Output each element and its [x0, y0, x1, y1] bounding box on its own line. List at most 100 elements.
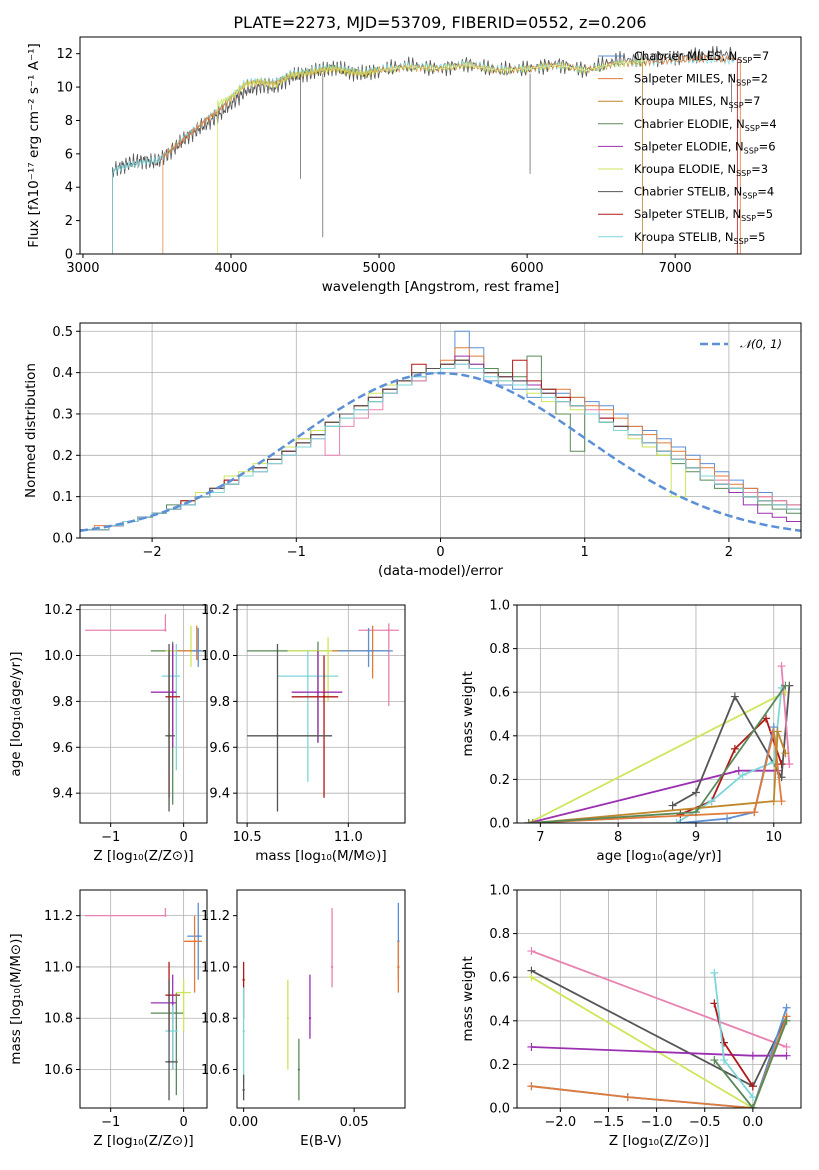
legend-text: Salpeter ELODIE, N	[634, 139, 744, 153]
mass-weight-line	[531, 950, 787, 1048]
x-tick-label: 0.0	[743, 1115, 764, 1130]
mass-weight-line	[528, 731, 783, 823]
y-tick-label: 11.2	[201, 909, 230, 924]
plus-marker	[528, 819, 537, 823]
plus-marker	[782, 1003, 791, 1012]
data-point	[164, 629, 167, 632]
y-tick-label: 4	[65, 181, 73, 196]
y-axis-label: mass weight	[460, 671, 476, 756]
legend-text: Kroupa MILES, N	[634, 94, 729, 108]
plus-marker	[710, 1056, 719, 1065]
mass-weight-line	[713, 1020, 788, 1108]
x-axis-label: E(B-V)	[300, 1133, 342, 1149]
x-tick-label: 0.00	[229, 1115, 258, 1130]
data-point	[167, 734, 171, 737]
plot-area	[85, 614, 202, 812]
x-tick-label: 10.5	[233, 830, 262, 845]
y-tick-label: 0.3	[52, 407, 73, 422]
x-tick-label: −1.0	[641, 1115, 673, 1130]
panel-residuals: 𝒩(0, 1) −2 −1 0 1 2 0.0 0.1 0.2 0.3 0.4 0.5 (data-mo…	[23, 322, 802, 579]
plus-marker	[527, 1082, 536, 1091]
x-tick-label: 10	[765, 830, 782, 845]
y-tick-label: 10.0	[201, 649, 230, 664]
plus-marker	[730, 692, 739, 701]
x-tick-label: 3000	[66, 261, 99, 276]
mass-weight-line	[780, 665, 791, 765]
y-tick-label: 0.0	[52, 532, 73, 547]
y-tick-label: 1.0	[489, 884, 510, 899]
y-tick-label: 0.8	[489, 927, 510, 942]
x-tick-label: −1	[101, 1115, 120, 1130]
plus-marker	[782, 1042, 791, 1051]
data-point	[164, 914, 167, 917]
plus-marker	[782, 1051, 791, 1060]
plot-area	[85, 902, 202, 1101]
legend-value: =6	[759, 139, 776, 153]
legend-label: Kroupa ELODIE, NSSP=3	[634, 162, 768, 178]
plus-marker	[710, 968, 719, 977]
data-point	[367, 649, 370, 653]
y-tick-label: 11.0	[44, 960, 73, 975]
x-tick-label: 0	[436, 545, 444, 560]
x-tick-label: −0.5	[689, 1115, 721, 1130]
axes-frame	[516, 889, 802, 1109]
legend-value: =2	[751, 72, 768, 86]
plus-marker	[773, 727, 782, 736]
x-tick-label: 0	[180, 1115, 188, 1130]
legend-label: Salpeter MILES, NSSP=2	[634, 72, 768, 88]
legend-text: Salpeter MILES, N	[634, 72, 736, 86]
panel-mass-vs-EBV: 0.00 0.05 10.6 10.8 11.0 11.2 E(B-V)	[201, 889, 406, 1149]
data-point	[171, 1029, 174, 1033]
y-tick-label: 9.8	[209, 695, 230, 710]
legend-value: =4	[757, 185, 774, 199]
legend-subscript: SSP	[729, 101, 744, 110]
x-tick-label: 0.05	[340, 1115, 369, 1130]
data-point	[175, 674, 178, 678]
x-tick-label: −1	[101, 830, 120, 845]
axes-frame	[236, 889, 406, 1109]
data-point	[306, 674, 310, 678]
plus-marker	[676, 810, 685, 819]
legend-value: =3	[751, 162, 768, 176]
histogram-step	[80, 363, 801, 538]
plus-marker	[527, 973, 536, 982]
axes-frame	[79, 36, 802, 255]
y-tick-label: 11.0	[201, 960, 230, 975]
y-tick-label: 9.6	[209, 741, 230, 756]
legend-label: Chabrier MILES, NSSP=7	[634, 49, 769, 65]
y-tick-label: 10.2	[201, 603, 230, 618]
plus-marker	[750, 808, 759, 817]
legend-subscript: SSP	[742, 192, 757, 201]
plus-marker	[781, 681, 790, 690]
data-point	[197, 649, 200, 653]
y-tick-label: 8	[65, 114, 73, 129]
legend-text: Salpeter STELIB, N	[634, 207, 741, 221]
plus-marker	[769, 797, 778, 806]
x-axis-label: wavelength [Angstrom, rest frame]	[322, 279, 560, 295]
plus-marker	[527, 1042, 536, 1051]
plus-marker	[707, 797, 716, 806]
legend-text: Kroupa STELIB, N	[634, 230, 734, 244]
data-point	[297, 1068, 301, 1071]
panel-mass-vs-Z: −1 0 10.6 10.8 11.0 11.2 Z [log₁₀(Z/Z⊙)] mass […	[8, 889, 208, 1149]
panel-mass-weight-vs-Z: −2.0 −1.5 −1.0 −0.5 0.0 0.0 0.2 0.4 0.6 0.8 1.0 Z […	[460, 884, 802, 1149]
spectrum-line	[217, 57, 646, 254]
x-tick-label: −1	[287, 545, 306, 560]
axes-frame	[236, 604, 406, 824]
legend-subscript: SSP	[745, 124, 760, 133]
plus-marker	[691, 788, 700, 797]
y-tick-label: 0.5	[52, 325, 73, 340]
figure-title: PLATE=2273, MJD=53709, FIBERID=0552, z=0…	[233, 13, 646, 32]
plus-marker	[777, 797, 786, 806]
data-point	[316, 691, 320, 694]
legend-label: Kroupa MILES, NSSP=7	[634, 94, 760, 110]
x-tick-label: 1	[581, 545, 589, 560]
spectrum-line	[112, 46, 735, 254]
data-point	[330, 965, 334, 969]
mass-weight-line	[531, 1046, 787, 1057]
x-axis-label: (data-model)/error	[378, 563, 504, 579]
y-tick-label: 0	[65, 248, 73, 263]
data-point	[387, 629, 391, 632]
legend-label: Chabrier STELIB, NSSP=4	[634, 185, 774, 201]
